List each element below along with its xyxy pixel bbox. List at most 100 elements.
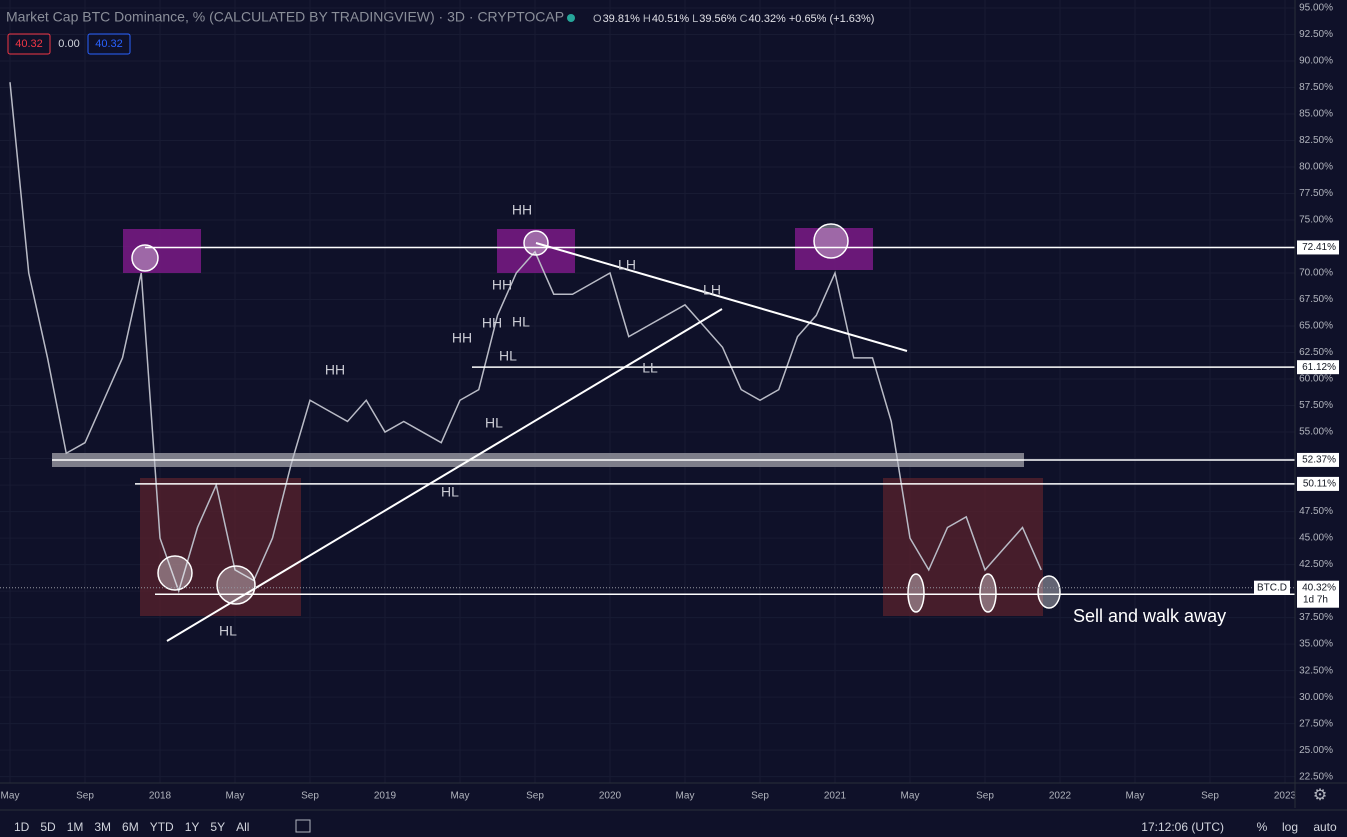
range-button[interactable]: All xyxy=(236,820,249,834)
ohlc-key: C xyxy=(740,13,748,25)
annotation: LH xyxy=(703,282,721,298)
marker xyxy=(979,573,997,613)
symbol: BTC.D xyxy=(1257,582,1287,593)
x-tick-label: 2018 xyxy=(149,791,172,802)
annotation: HH xyxy=(512,202,532,218)
range-button[interactable]: 1D xyxy=(14,820,30,834)
x-tick-label: 2020 xyxy=(599,791,622,802)
scale-option[interactable]: % xyxy=(1257,820,1268,834)
note: Sell and walk away xyxy=(1073,606,1226,626)
clock: 17:12:06 (UTC) xyxy=(1141,820,1224,834)
y-tick-label: 85.00% xyxy=(1299,109,1333,120)
marker xyxy=(1037,575,1061,609)
ohlc-value: 40.32% xyxy=(749,13,787,25)
y-tick-label: 25.00% xyxy=(1299,745,1333,756)
range-button[interactable]: 5D xyxy=(40,820,56,834)
symbol-box xyxy=(1254,580,1290,595)
y-tick-label: 62.50% xyxy=(1299,347,1333,358)
x-tick-label: May xyxy=(226,791,245,802)
ohlc-key: L xyxy=(692,13,698,25)
y-tick-label: 32.50% xyxy=(1299,665,1333,676)
y-tick-label: 90.00% xyxy=(1299,56,1333,67)
x-tick-label: Sep xyxy=(526,791,544,802)
y-tick-label: 45.00% xyxy=(1299,533,1333,544)
zone xyxy=(123,229,201,273)
annotation: HL xyxy=(499,348,517,364)
ohlc-key: H xyxy=(643,13,651,25)
y-tick-label: 60.00% xyxy=(1299,374,1333,385)
x-tick-label: Sep xyxy=(301,791,319,802)
marker xyxy=(157,555,193,591)
marker xyxy=(813,223,849,259)
range-button[interactable]: 1M xyxy=(67,820,84,834)
trendline xyxy=(166,308,723,642)
level-label: 72.41% xyxy=(1302,242,1336,253)
title: Market Cap BTC Dominance, % (CALCULATED … xyxy=(6,9,564,25)
y-tick-label: 95.00% xyxy=(1299,3,1333,14)
marker xyxy=(131,244,159,272)
level-label-box xyxy=(1297,360,1339,375)
countdown: 1d 7h xyxy=(1303,594,1328,605)
x-tick-label: Sep xyxy=(1201,791,1219,802)
price-box xyxy=(1297,580,1339,608)
marker xyxy=(523,230,549,256)
range-button[interactable]: 5Y xyxy=(210,820,225,834)
x-tick-label: Sep xyxy=(76,791,94,802)
scale-option[interactable]: auto xyxy=(1313,820,1337,834)
range-button[interactable]: YTD xyxy=(150,820,174,834)
y-tick-label: 80.00% xyxy=(1299,162,1333,173)
y-tick-label: 30.00% xyxy=(1299,692,1333,703)
x-tick-label: May xyxy=(1126,791,1145,802)
compare-icon[interactable] xyxy=(295,819,311,833)
annotation: HL xyxy=(485,415,503,431)
y-tick-label: 65.00% xyxy=(1299,321,1333,332)
marker xyxy=(216,565,256,605)
settings-icon[interactable]: ⚙ xyxy=(1313,787,1327,804)
level-label-box xyxy=(1297,476,1339,491)
level-label-box xyxy=(1297,452,1339,467)
annotation: HH xyxy=(492,277,512,293)
x-tick-label: Sep xyxy=(751,791,769,802)
ohlc-key: O xyxy=(593,13,602,25)
ohlc-value: 40.51% xyxy=(652,13,690,25)
y-tick-label: 35.00% xyxy=(1299,639,1333,650)
annotation: HH xyxy=(482,315,502,331)
y-tick-label: 47.50% xyxy=(1299,506,1333,517)
ohlc-value: 39.81% xyxy=(603,13,641,25)
level-label: 52.37% xyxy=(1302,455,1336,466)
x-tick-label: May xyxy=(901,791,920,802)
y-tick-label: 57.50% xyxy=(1299,400,1333,411)
range-button[interactable]: 6M xyxy=(122,820,139,834)
level-label-box xyxy=(1297,240,1339,255)
marker xyxy=(907,573,925,613)
y-tick-label: 37.50% xyxy=(1299,612,1333,623)
level-label: 61.12% xyxy=(1302,362,1336,373)
range-button[interactable]: 1Y xyxy=(185,820,200,834)
change: +0.65% (+1.63%) xyxy=(789,13,875,25)
x-tick-label: May xyxy=(676,791,695,802)
annotation: HH xyxy=(452,330,472,346)
drawings xyxy=(131,223,1061,642)
y-tick-label: 22.50% xyxy=(1299,771,1333,782)
y-tick-label: 42.50% xyxy=(1299,559,1333,570)
range-button[interactable]: 3M xyxy=(94,820,111,834)
annotation: HL xyxy=(512,314,530,330)
annotation: HL xyxy=(219,623,237,639)
x-tick-label: 2022 xyxy=(1049,791,1072,802)
x-tick-label: 2019 xyxy=(374,791,397,802)
y-tick-label: 75.00% xyxy=(1299,215,1333,226)
y-tick-label: 92.50% xyxy=(1299,29,1333,40)
price-box xyxy=(87,33,131,55)
price-line xyxy=(9,82,1042,594)
y-tick-label: 87.50% xyxy=(1299,82,1333,93)
x-tick-label: May xyxy=(451,791,470,802)
annotation: LL xyxy=(642,360,658,376)
ohlc-value: 39.56% xyxy=(699,13,737,25)
price-box-value: 0.00 xyxy=(58,38,79,50)
y-tick-label: 27.50% xyxy=(1299,718,1333,729)
plot xyxy=(9,82,1042,594)
price-box-value: 40.32 xyxy=(95,38,123,50)
scale-option[interactable]: log xyxy=(1282,820,1298,834)
